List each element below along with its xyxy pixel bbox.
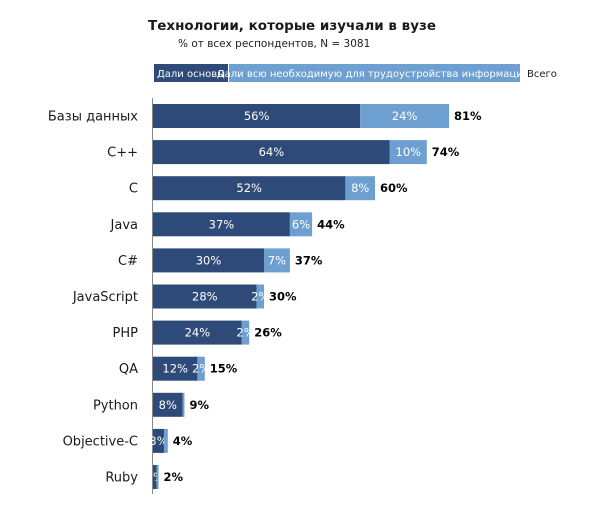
bar-label-full: 8%: [351, 181, 369, 195]
bar-label-full: 2%: [236, 326, 254, 340]
total-label: 4%: [173, 434, 193, 448]
total-label: 26%: [254, 326, 282, 340]
bar-label-full: 2%: [251, 290, 269, 304]
total-label: 15%: [210, 362, 238, 376]
legend-swatch-full: [229, 64, 520, 82]
bar-label-full: 7%: [268, 253, 286, 267]
bar-basics: [153, 428, 165, 453]
bar-full: [182, 392, 185, 417]
bar-basics: [153, 248, 264, 273]
bar-label-full: 6%: [292, 217, 310, 231]
legend-label-basics: Дали основы: [157, 69, 225, 80]
bar-basics: [153, 356, 198, 381]
category-label: C#: [118, 254, 138, 269]
bar-label-basics: 30%: [196, 253, 222, 267]
bar-full: [360, 104, 449, 128]
bar-full: [241, 320, 250, 345]
bar-label-full: 10%: [396, 145, 422, 159]
category-label: Ruby: [105, 471, 138, 486]
bar-full: [264, 248, 290, 273]
category-label: JavaScript: [72, 290, 138, 305]
total-label: 37%: [295, 253, 323, 267]
bar-full: [156, 465, 159, 489]
bar-basics: [153, 140, 390, 165]
legend-swatch-basics: [154, 64, 228, 82]
category-label: C++: [107, 146, 138, 161]
bar-basics: [153, 392, 183, 417]
total-label: 2%: [164, 470, 184, 484]
bar-label-basics: 24%: [185, 326, 211, 340]
category-label: Базы данных: [48, 110, 138, 125]
bar-label-basics: 28%: [192, 290, 218, 304]
bar-basics: [153, 212, 290, 237]
category-label: Objective-C: [63, 434, 138, 449]
total-label: 44%: [317, 217, 345, 231]
category-label: Python: [93, 398, 138, 413]
total-label: 81%: [454, 109, 482, 123]
bar-label-basics: 64%: [259, 145, 285, 159]
bars: Базы данных 56% 24% 81% C++ 64% 10% 74% C 52% 8% 60…: [48, 104, 482, 489]
bar-label-full: 24%: [392, 109, 418, 123]
bar-full: [256, 284, 264, 309]
bar-basics: [153, 176, 346, 201]
bar-label-basics: 8%: [159, 398, 177, 412]
chart-title: Технологии, которые изучали в вузе: [148, 18, 436, 34]
legend: Дали основы Дали всю необходимую для тру…: [154, 64, 557, 82]
bar-full: [197, 356, 205, 381]
bar-label-basics: 37%: [209, 217, 235, 231]
legend-label-full: Дали всю необходимую для трудоустройства…: [217, 69, 531, 80]
bar-basics: [153, 104, 361, 128]
category-label: QA: [119, 362, 138, 377]
category-label: C: [129, 182, 138, 197]
bar-full: [289, 212, 313, 237]
bar-label-basics: 1%: [146, 470, 164, 484]
bar-label-basics: 56%: [244, 109, 270, 123]
total-label: 74%: [432, 145, 460, 159]
total-label: 9%: [189, 398, 209, 412]
bar-basics: [153, 465, 157, 489]
bar-label-basics: 3%: [149, 434, 167, 448]
total-label: 60%: [380, 181, 408, 195]
bar-full: [389, 140, 427, 165]
category-label: Java: [110, 218, 138, 233]
chart-subtitle: % от всех респондентов, N = 3081: [178, 38, 370, 50]
bar-label-full: 2%: [192, 362, 210, 376]
legend-label-total: Всего: [527, 69, 557, 80]
bar-label-basics: 52%: [236, 181, 262, 195]
bar-basics: [153, 320, 242, 345]
bar-full: [345, 176, 375, 201]
bar-basics: [153, 284, 257, 309]
total-label: 30%: [269, 290, 297, 304]
category-label: PHP: [113, 326, 139, 341]
bar-label-basics: 12%: [162, 362, 188, 376]
bar-full: [164, 428, 168, 453]
